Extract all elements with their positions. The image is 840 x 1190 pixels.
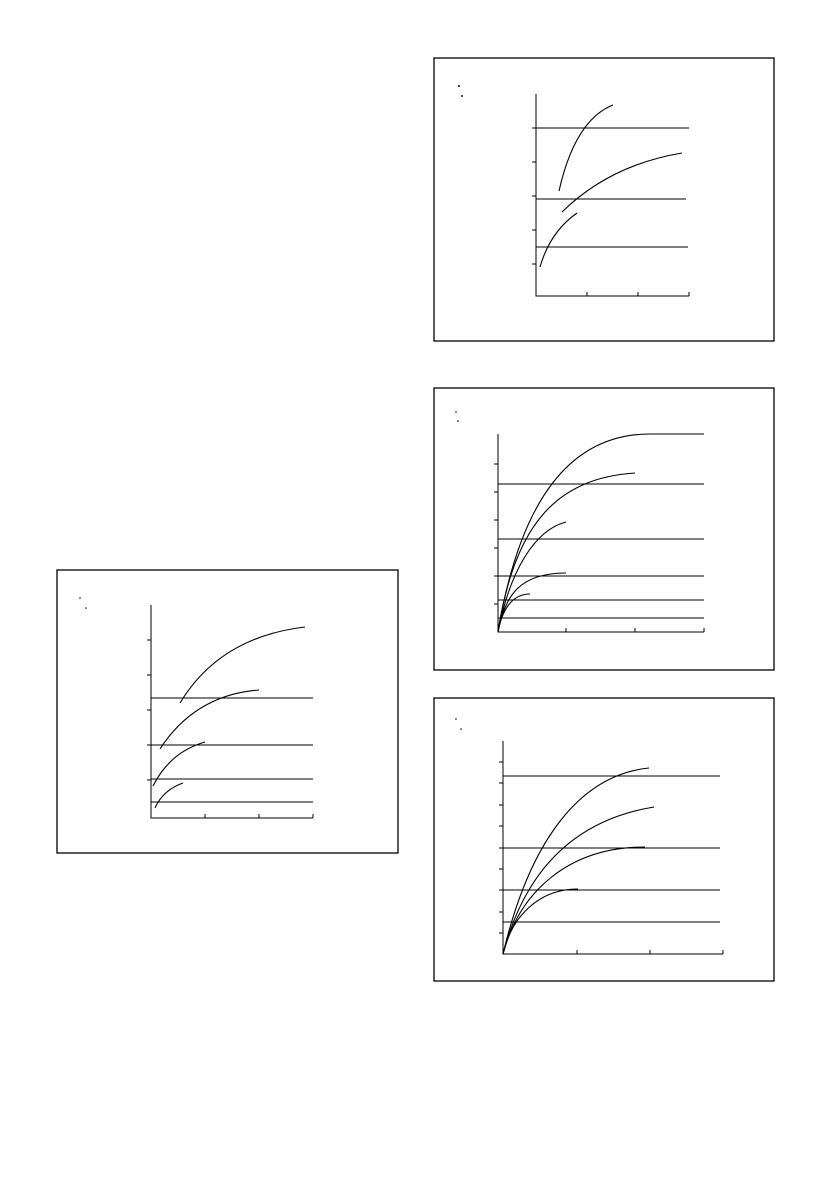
ticks: [532, 127, 690, 296]
curve: [152, 741, 206, 787]
figure-a: [433, 57, 775, 342]
marker-dot: [455, 411, 457, 413]
curve: [179, 626, 306, 704]
marker-dot: [457, 420, 459, 422]
marker-dot: [461, 95, 463, 97]
figure-b: [433, 387, 775, 671]
figure-frame: [56, 569, 399, 854]
reference-lines: [536, 127, 689, 248]
reference-lines: [498, 483, 704, 619]
curve: [561, 152, 683, 213]
reference-lines: [503, 775, 720, 923]
curve: [539, 212, 578, 268]
ticks: [499, 761, 724, 954]
curve: [159, 689, 260, 750]
figure-frame: [433, 387, 775, 671]
curve: [497, 593, 531, 633]
ticks: [494, 463, 705, 632]
figure-frame: [433, 57, 775, 342]
curve: [497, 521, 567, 633]
figure-frame: [433, 697, 775, 982]
axes: [535, 94, 689, 297]
marker-dot: [85, 607, 87, 609]
curve: [502, 846, 646, 955]
marker-dot: [455, 718, 457, 720]
figure-d: [56, 569, 399, 854]
ticks: [147, 639, 314, 818]
figure-c: [433, 697, 775, 982]
marker-dot: [79, 597, 81, 599]
curve: [502, 767, 650, 955]
marker-dot: [458, 85, 460, 87]
curve: [497, 433, 704, 633]
curve: [558, 104, 614, 192]
curve: [502, 888, 579, 955]
marker-dot: [460, 728, 462, 730]
curve: [154, 782, 184, 809]
axes: [497, 434, 704, 633]
curve: [497, 472, 636, 633]
reference-lines: [151, 697, 313, 803]
curve: [502, 806, 655, 955]
